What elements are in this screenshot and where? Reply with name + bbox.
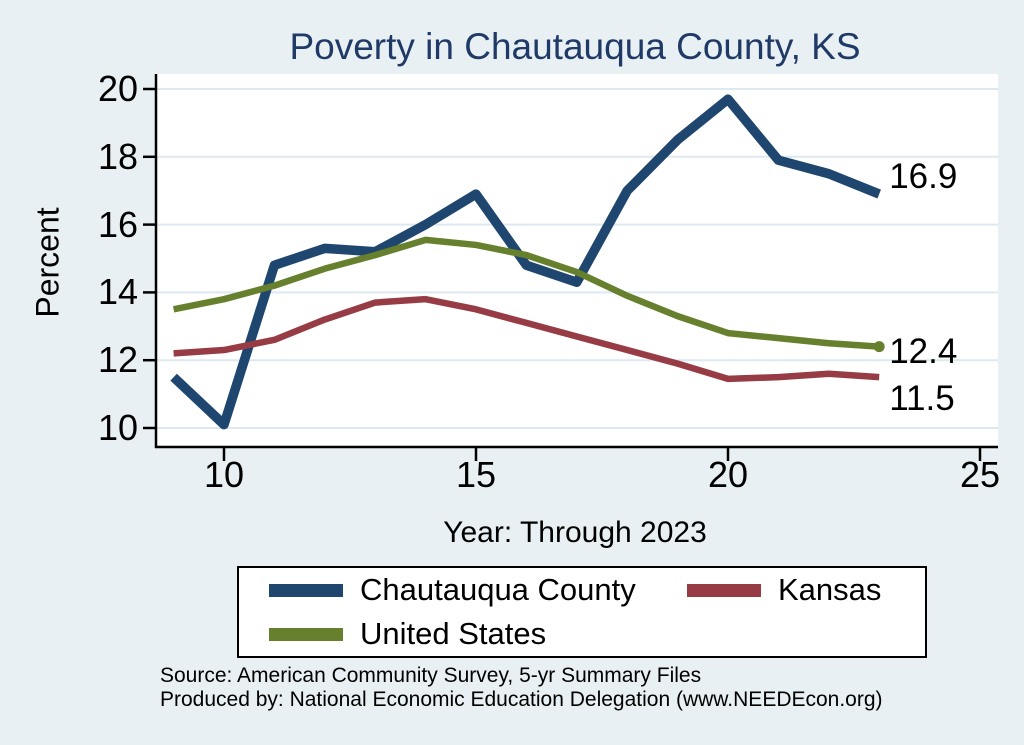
end-label-chautauqua-county: 16.9 xyxy=(889,157,958,197)
legend-label-kansas: Kansas xyxy=(778,572,882,607)
legend-label-united-states: United States xyxy=(360,616,547,651)
series-line-chautauqua-county xyxy=(170,94,881,430)
end-label-kansas: 11.5 xyxy=(889,379,955,419)
chart-title: Poverty in Chautauqua County, KS xyxy=(289,26,861,67)
footer-notes: Source: American Community Survey, 5-yr … xyxy=(160,664,1000,712)
y-tick-label-10: 10 xyxy=(97,407,138,448)
x-tick-label-10: 10 xyxy=(203,454,245,495)
series-line-kansas xyxy=(173,295,880,383)
legend: Chautauqua County Kansas United States xyxy=(237,566,927,658)
x-tick-label-15: 15 xyxy=(455,454,497,495)
x-axis-title: Year: Through 2023 xyxy=(443,516,707,549)
source-note: Source: American Community Survey, 5-yr … xyxy=(160,664,702,687)
y-tick-label-16: 16 xyxy=(97,203,138,245)
x-tick-label-20: 20 xyxy=(707,454,749,495)
legend-swatch-united-states xyxy=(269,627,343,641)
y-tick-label-20: 20 xyxy=(97,68,138,109)
legend-item-united-states: United States xyxy=(239,616,657,652)
x-tick-label-25: 25 xyxy=(959,454,1001,495)
legend-item-kansas: Kansas xyxy=(657,572,925,608)
y-axis-title: Percent xyxy=(29,207,66,318)
legend-swatch-kansas xyxy=(687,583,761,597)
y-tick-label-18: 18 xyxy=(97,135,138,177)
legend-item-chautauqua-county: Chautauqua County xyxy=(239,572,657,608)
series-line-united-states xyxy=(172,236,880,350)
series-end-marker-united-states xyxy=(873,341,885,353)
legend-swatch-chautauqua-county xyxy=(269,583,343,597)
produced-by-note: Produced by: National Economic Education… xyxy=(160,688,883,711)
y-tick-label-12: 12 xyxy=(97,339,138,381)
legend-label-chautauqua-county: Chautauqua County xyxy=(360,572,636,607)
y-tick-label-14: 14 xyxy=(97,271,138,313)
end-label-united-states: 12.4 xyxy=(889,331,958,371)
